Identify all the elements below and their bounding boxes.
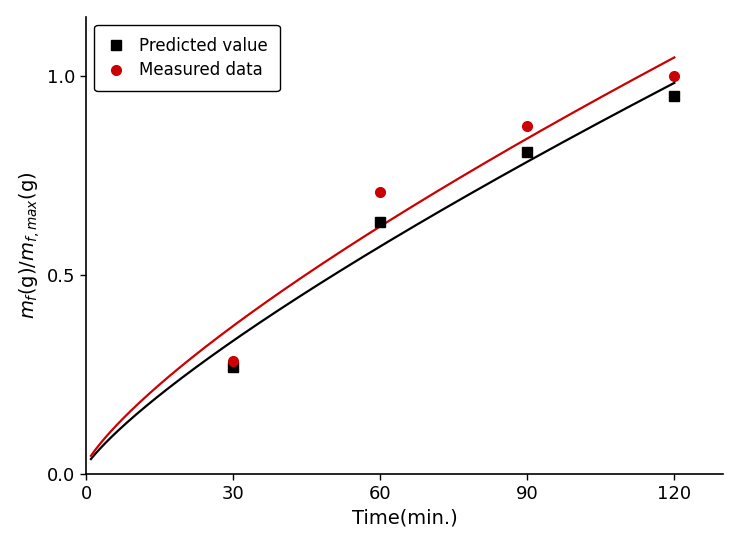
- Predicted value: [376, 218, 385, 225]
- Measured data: [229, 357, 238, 364]
- Legend: Predicted value, Measured data: Predicted value, Measured data: [95, 25, 280, 91]
- Measured data: [522, 123, 531, 129]
- Measured data: [376, 189, 385, 195]
- Y-axis label: $m_f$(g)/$m_{f,max}$(g): $m_f$(g)/$m_{f,max}$(g): [17, 172, 41, 319]
- X-axis label: Time(min.): Time(min.): [352, 508, 457, 527]
- Line: Measured data: Measured data: [228, 71, 679, 366]
- Line: Predicted value: Predicted value: [228, 91, 679, 372]
- Predicted value: [229, 363, 238, 370]
- Predicted value: [670, 93, 679, 100]
- Predicted value: [522, 149, 531, 155]
- Measured data: [670, 72, 679, 79]
